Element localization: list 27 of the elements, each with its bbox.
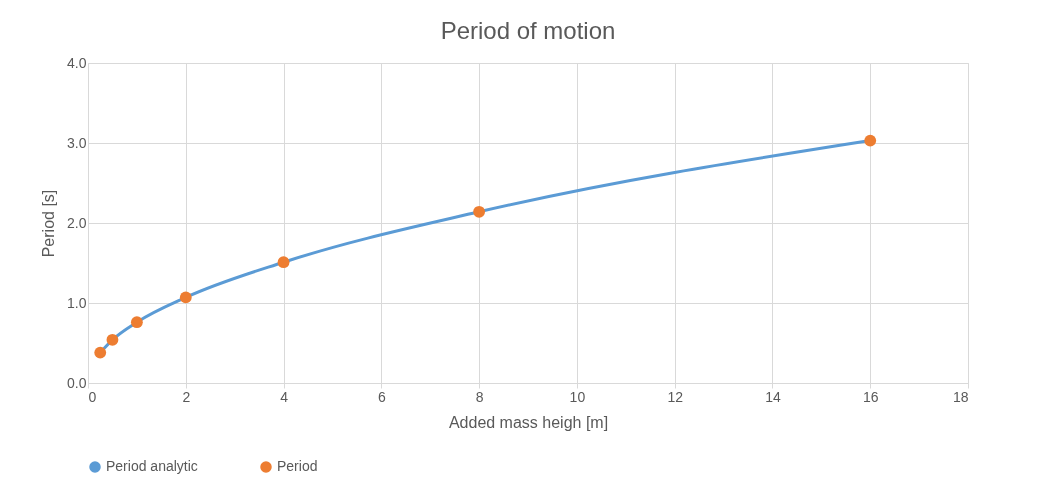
chart-title: Period of motion: [440, 17, 616, 44]
y-axis-title: Period [s]: [40, 189, 58, 258]
point: [864, 134, 877, 147]
x-tick-label: 12: [667, 388, 684, 405]
legend-label: Period analytic: [106, 458, 198, 474]
x-axis-title: Added mass heigh [m]: [448, 413, 609, 431]
x-tick-label: 14: [765, 388, 781, 405]
y-tick-label: 1.0: [67, 294, 87, 311]
x-tick-label: 4: [280, 388, 289, 405]
y-tick-label: 4.0: [67, 54, 87, 71]
x-tick-label: 18: [952, 388, 969, 405]
x-tick-label: 6: [377, 388, 386, 405]
legend-label: Period: [277, 458, 318, 474]
point: [179, 291, 192, 304]
point: [473, 205, 486, 218]
y-tick-label: 2.0: [67, 214, 87, 231]
x-tick-label: 10: [569, 388, 586, 405]
x-tick-label: 8: [475, 388, 484, 405]
x-tick-label: 0: [88, 388, 97, 405]
point: [130, 316, 143, 329]
x-tick-label: 16: [862, 388, 879, 405]
x-tick-label: 2: [182, 388, 191, 405]
point: [277, 256, 290, 269]
point: [94, 346, 107, 359]
y-tick-label: 0.0: [67, 374, 87, 391]
point: [106, 333, 119, 346]
y-tick-label: 3.0: [67, 134, 87, 151]
